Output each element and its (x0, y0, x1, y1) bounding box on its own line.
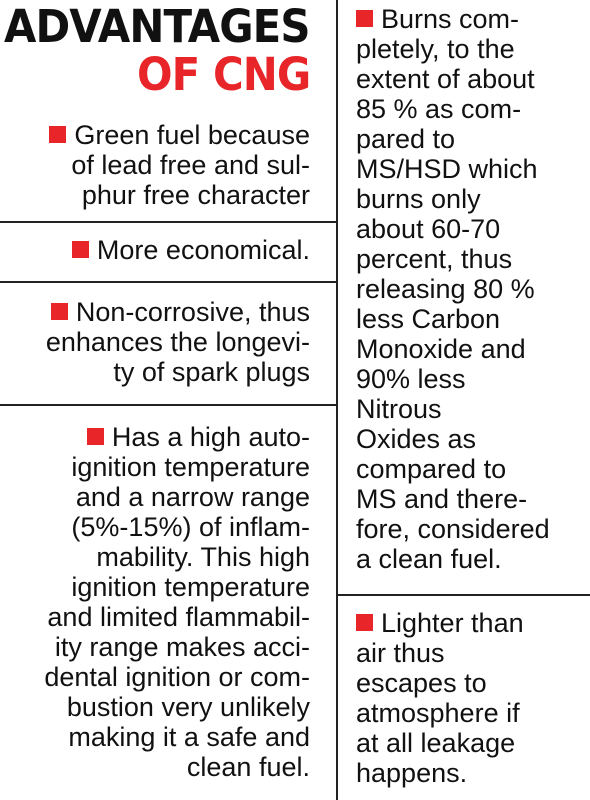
advantage-line: mability. This high (96, 542, 310, 572)
advantage-green-fuel: Green fuel because of lead free and sul-… (49, 120, 310, 210)
advantage-line: ignition temperature (71, 572, 310, 602)
advantage-lighter-than-air: Lighter than air thus escapes to atmosph… (356, 608, 524, 788)
advantage-line: Has a high auto- (111, 422, 310, 452)
advantage-line: bustion very unlikely (66, 692, 310, 722)
advantage-line: MS/HSD which (356, 154, 538, 184)
advantage-line: Green fuel because (74, 120, 310, 150)
bullet-square-icon (356, 10, 373, 27)
advantage-line: fore, considered (356, 514, 550, 544)
advantage-line: happens. (356, 758, 468, 788)
advantage-line: 90% less (356, 364, 466, 394)
divider (0, 221, 336, 223)
advantage-line: air thus (356, 638, 445, 668)
advantage-line: percent, thus (356, 244, 513, 274)
title-line-2: OF CNG (136, 48, 311, 101)
bullet-square-icon (49, 126, 67, 143)
advantage-line: and limited flammabil- (47, 602, 310, 632)
column-divider (336, 0, 338, 800)
advantage-line: enhances the longevi- (45, 327, 310, 357)
advantage-line: Monoxide and (356, 334, 526, 364)
advantage-line: pared to (356, 124, 456, 154)
right-column: Burns com- pletely, to the extent of abo… (338, 0, 590, 800)
advantage-line: ignition temperature (71, 452, 310, 482)
advantage-line: Burns com- (381, 4, 520, 34)
advantage-line: (5%-15%) of inflam- (71, 512, 310, 542)
advantage-line: and a narrow range (75, 482, 310, 512)
advantage-line: dental ignition or com- (44, 662, 310, 692)
divider (338, 594, 590, 596)
advantage-line: extent of about (356, 64, 535, 94)
advantage-line: a clean fuel. (356, 544, 502, 574)
advantage-line: Lighter than (381, 608, 524, 638)
advantage-line: atmosphere if (356, 698, 520, 728)
advantage-line: releasing 80 % (356, 274, 535, 304)
divider (0, 404, 336, 406)
advantage-line: ty of spark plugs (113, 357, 310, 387)
advantage-line: 85 % as com- (356, 94, 522, 124)
bullet-square-icon (50, 303, 68, 320)
left-column: ADVANTAGES OF CNG Green fuel because of … (0, 0, 336, 782)
bullet-square-icon (71, 241, 89, 258)
advantage-line: Nitrous (356, 394, 442, 424)
title-line-1: ADVANTAGES (4, 0, 310, 53)
advantage-line: about 60-70 (356, 214, 501, 244)
advantage-line: phur free character (81, 180, 310, 210)
advantage-non-corrosive: Non-corrosive, thus enhances the longevi… (46, 297, 310, 387)
advantage-line: making it a safe and (68, 722, 310, 752)
advantage-economical: More economical. (71, 235, 310, 265)
divider (0, 281, 336, 283)
advantage-line: ity range makes acci- (54, 632, 310, 662)
advantage-line: compared to (356, 454, 507, 484)
advantage-ignition-temperature: Has a high auto- ignition temperature an… (44, 422, 310, 782)
advantage-line: More economical. (96, 235, 310, 265)
advantage-line: burns only (356, 184, 481, 214)
advantage-burns-completely: Burns com- pletely, to the extent of abo… (356, 4, 550, 574)
advantage-line: MS and there- (356, 484, 528, 514)
advantage-line: of lead free and sul- (71, 150, 310, 180)
bullet-square-icon (86, 428, 104, 445)
advantage-line: escapes to (356, 668, 487, 698)
advantage-line: Non-corrosive, thus (75, 297, 310, 327)
advantage-line: pletely, to the (356, 34, 515, 64)
advantage-line: less Carbon (356, 304, 501, 334)
bullet-square-icon (356, 614, 373, 631)
advantage-line: Oxides as (356, 424, 477, 454)
advantage-line: at all leakage (356, 728, 516, 758)
advantage-line: clean fuel. (186, 752, 310, 782)
